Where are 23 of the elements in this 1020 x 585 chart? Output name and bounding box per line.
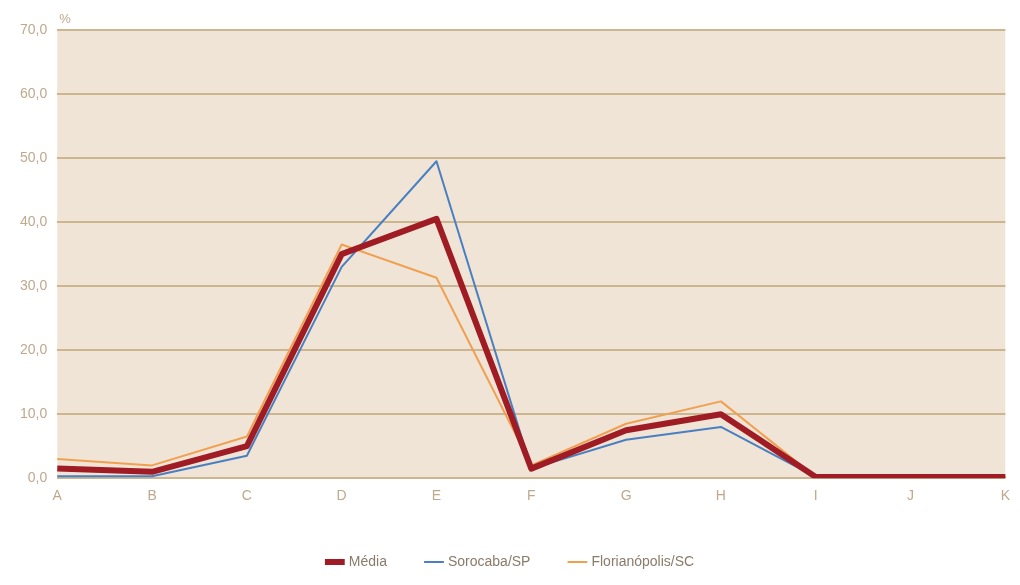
x-tick-label: K (1000, 487, 1011, 504)
y-tick-label: 70,0 (20, 20, 48, 37)
legend-label: Florianópolis/SC (591, 552, 695, 569)
x-tick-label: H (715, 487, 726, 504)
y-tick-label: 40,0 (20, 212, 48, 229)
x-tick-label: F (527, 487, 536, 504)
x-tick-label: E (431, 487, 442, 504)
x-tick-label: B (147, 487, 157, 504)
y-tick-label: 0,0 (27, 469, 48, 486)
y-axis-title: % (59, 11, 72, 27)
y-tick-label: 30,0 (20, 276, 48, 293)
y-tick-label: 60,0 (20, 84, 48, 101)
x-tick-label: D (336, 487, 347, 504)
x-tick-label: C (241, 487, 252, 504)
y-tick-label: 10,0 (20, 405, 48, 422)
x-tick-label: I (813, 487, 818, 504)
y-tick-label: 20,0 (20, 341, 48, 357)
y-tick-label: 50,0 (20, 148, 48, 165)
x-tick-label: J (907, 487, 915, 504)
legend-label: Sorocaba/SP (447, 552, 531, 569)
legend-label: Média (348, 552, 388, 569)
x-tick-label: A (52, 487, 63, 504)
x-tick-label: G (620, 487, 632, 504)
